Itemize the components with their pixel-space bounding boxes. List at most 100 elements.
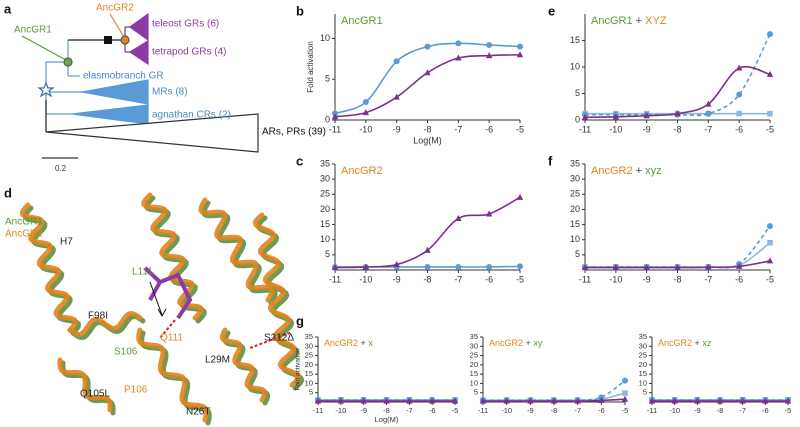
point [424, 43, 431, 50]
point [612, 113, 620, 120]
y-tick-label: 35 [305, 332, 313, 341]
point [767, 239, 773, 246]
y-axis-label: Fold activation [295, 348, 302, 390]
x-tick-label: -6 [598, 406, 605, 415]
x-tick-label: -11 [478, 406, 488, 415]
point [362, 109, 370, 116]
chart-title: AncGR1 [341, 15, 383, 27]
node-label: AncGR1 [14, 25, 52, 36]
charts: 0 5 10 -11 -10 -9 -8 -7 -6 -5 AncGR1 Log(M) Fold act… [295, 14, 792, 424]
y-tick-label: 35 [639, 332, 647, 341]
series-line [584, 225, 771, 269]
x-tick-label: -9 [393, 274, 401, 284]
title-part: + [526, 338, 531, 348]
point [705, 100, 712, 107]
point [393, 93, 400, 100]
point [622, 390, 628, 396]
y-tick-label: 35 [470, 332, 478, 341]
point [612, 264, 620, 271]
y-tick-label: 15 [570, 35, 580, 45]
point [705, 263, 712, 270]
series-line [584, 242, 771, 269]
y-tick-label: 0 [575, 114, 580, 124]
y-tick-label: 10 [320, 33, 330, 43]
point [705, 110, 712, 117]
title-part: AncGR1 [591, 15, 633, 27]
point [424, 69, 431, 76]
y-tick-label: 5 [325, 249, 330, 259]
title-part: + [636, 165, 642, 177]
x-tick-label: -5 [516, 124, 524, 134]
point [784, 397, 792, 404]
arrow [149, 281, 167, 318]
point [314, 397, 322, 404]
point [671, 397, 678, 404]
point [517, 43, 523, 50]
x-tick-label: -11 [579, 124, 591, 134]
point [766, 70, 774, 77]
point [393, 58, 400, 65]
x-tick-label: -5 [516, 274, 524, 284]
x-tick-label: -9 [643, 274, 651, 284]
y-tick-label: 30 [470, 341, 478, 350]
panel-label: b [296, 3, 304, 18]
point [424, 246, 431, 253]
point [331, 113, 339, 120]
x-tick-label: -10 [359, 124, 372, 134]
title-part: AncGR2 [489, 338, 523, 348]
y-tick-label: 5 [474, 388, 478, 397]
chart-title: AncGR1 + XYZ [591, 15, 667, 27]
y-tick-label: 25 [470, 351, 478, 360]
point [581, 264, 589, 271]
y-axis-label: Fold activation [306, 41, 315, 93]
point [455, 40, 462, 47]
y-tick-label: 5 [309, 388, 313, 397]
x-tick-label: -6 [762, 406, 769, 415]
point [451, 397, 459, 404]
title-part: x [368, 338, 373, 348]
point [581, 113, 589, 120]
x-tick-label: -7 [454, 274, 462, 284]
point [735, 64, 743, 71]
x-tick-label: -8 [673, 124, 681, 134]
point [643, 264, 650, 271]
ribbon [252, 212, 302, 388]
ribbon [141, 192, 204, 321]
point [716, 397, 724, 404]
title-part: + [695, 338, 700, 348]
x-tick-label: -9 [360, 406, 367, 415]
chart-title: AncGR2 [341, 165, 383, 177]
structure-label: Q105L [80, 389, 110, 400]
point [735, 262, 743, 269]
title-part: AncGR2 [591, 165, 633, 177]
point [622, 377, 628, 384]
series-line [585, 33, 771, 117]
clade-label: teleost GRs (6) [152, 19, 219, 30]
y-tick-label: 20 [570, 204, 580, 214]
point [766, 257, 774, 264]
x-axis-label: Log(M) [413, 135, 442, 145]
clade [128, 12, 149, 42]
clade-label: tetrapod GRs (4) [152, 47, 226, 58]
y-tick-label: 20 [320, 204, 330, 214]
node [63, 57, 73, 67]
y-tick-label: 20 [639, 360, 647, 369]
ribbon [139, 330, 212, 426]
series-line [334, 42, 521, 115]
y-tick-label: 30 [305, 341, 313, 350]
x-tick-label: -8 [423, 274, 431, 284]
point [455, 263, 462, 270]
pointer [109, 13, 125, 38]
title-part: xz [702, 338, 712, 348]
ribbon [255, 215, 305, 391]
clade [71, 104, 149, 125]
chart-title: AncGR2 + xy [489, 338, 543, 348]
y-tick-label: 25 [639, 351, 647, 360]
ribbon [136, 327, 209, 423]
title-part: AncGR2 [341, 165, 383, 177]
x-tick-label: -8 [717, 406, 724, 415]
panel-label: f [548, 153, 553, 168]
hbond [159, 319, 176, 339]
structure-label: AncGR1 [5, 217, 43, 228]
